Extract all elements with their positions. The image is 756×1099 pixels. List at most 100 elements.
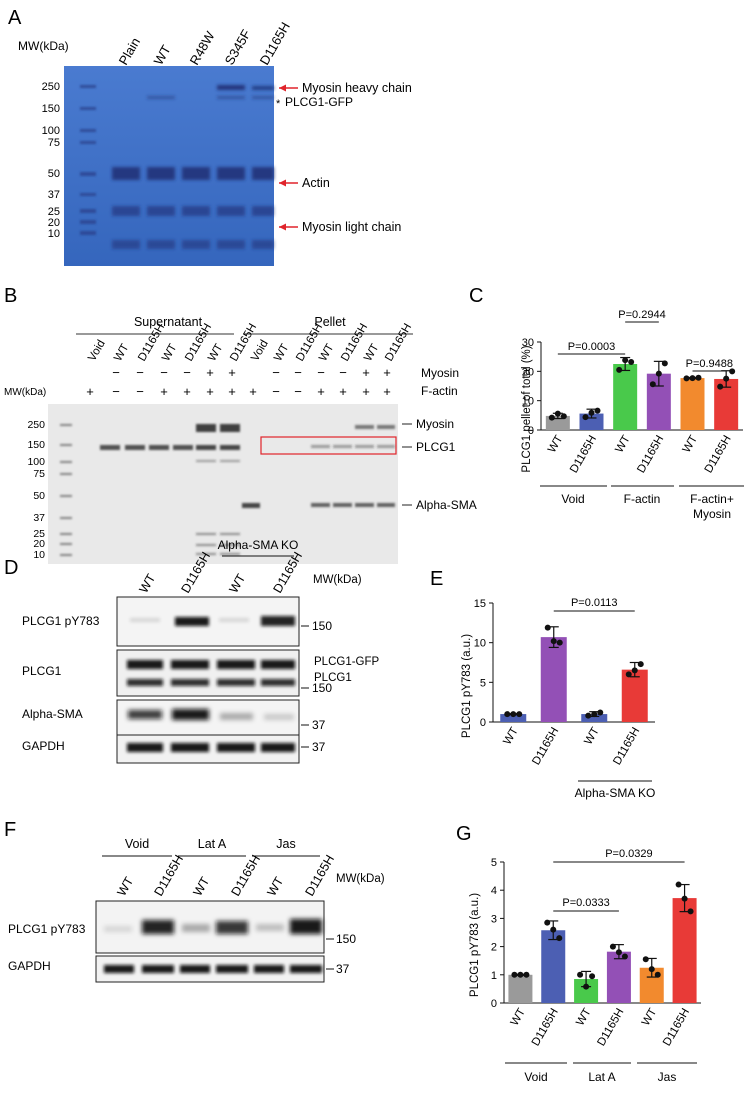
x-tick-label: WT	[583, 726, 602, 747]
lane-label: R48W	[187, 28, 218, 67]
group-label-jas: Jas	[276, 837, 295, 851]
myosin-mark: −	[339, 365, 347, 380]
x-tick-label: D1165H	[530, 1007, 561, 1049]
mw-label: 150	[312, 681, 332, 695]
bar	[581, 714, 608, 722]
y-tick-label: 2	[491, 942, 497, 954]
label-actin: Actin	[302, 176, 330, 190]
data-point	[589, 973, 596, 980]
panel-letter-d: D	[4, 557, 18, 579]
group-label-lat-a: Lat A	[198, 837, 227, 851]
label-alpha-sma: Alpha-SMA	[416, 498, 477, 512]
mw-marker: 25	[48, 206, 60, 218]
pellet-plcg1-highlight-box	[260, 436, 397, 455]
chart-e: 0 5 10 15 WT D1165H WT D1165H P=0.0113	[474, 597, 655, 767]
myosin-mark: −	[294, 365, 302, 380]
x-tick-label: D1165H	[568, 434, 599, 476]
data-point	[729, 368, 736, 375]
group-label-lat-a: Lat A	[588, 1070, 615, 1084]
factin-mark: +	[86, 384, 94, 399]
x-tick-label: WT	[640, 1007, 659, 1028]
label-plcg1: PLCG1	[314, 672, 352, 684]
group-label-void: Void	[524, 1070, 547, 1084]
data-point	[681, 895, 688, 902]
axis-ylabel: PLCG1 pellet of total (%)	[521, 345, 533, 472]
lane-label: D1165H	[383, 322, 414, 364]
mw-marker: 25	[33, 528, 45, 540]
y-tick-label: 0	[480, 717, 486, 729]
data-point	[550, 638, 557, 645]
data-point	[544, 919, 551, 926]
data-point	[683, 375, 690, 382]
lane-label: D1165H	[228, 853, 263, 899]
factin-mark: +	[228, 384, 236, 399]
x-tick-label: WT	[613, 434, 632, 455]
myosin-mark: +	[362, 365, 370, 380]
gel-b-ladder	[60, 424, 72, 556]
data-point	[625, 671, 632, 678]
lane-label: WT	[160, 342, 179, 363]
data-point	[588, 409, 595, 416]
mw-marker: 10	[33, 549, 45, 561]
label-myosin-light-chain: Myosin light chain	[302, 220, 401, 234]
lane-label: S345F	[222, 27, 254, 68]
bar	[500, 714, 527, 722]
y-tick-label: 1	[491, 970, 497, 982]
lane-label: WT	[114, 874, 136, 898]
lane-label: WT	[206, 342, 225, 363]
label-plcg1: PLCG1	[416, 440, 456, 454]
y-tick-label: 5	[480, 677, 486, 689]
mw-label: 37	[336, 962, 350, 976]
data-point	[648, 966, 655, 973]
lane-label: Plain	[116, 35, 143, 68]
p-value: P=0.9488	[686, 358, 733, 370]
data-point	[550, 926, 557, 933]
x-tick-label: D1165H	[530, 726, 561, 768]
data-point	[583, 983, 590, 990]
panel-b-annotations: Myosin PLCG1 Alpha-SMA	[402, 417, 477, 512]
gel-b-bands	[100, 424, 395, 555]
panel-b-mw-header: MW(kDa)	[4, 387, 46, 398]
lane-label: WT	[190, 874, 212, 898]
p-value: P=0.2944	[618, 309, 665, 321]
myosin-mark: +	[228, 365, 236, 380]
row-label: GAPDH	[22, 739, 65, 753]
blot-d-pY783: PLCG1 pY783 150	[22, 596, 332, 647]
data-point	[554, 410, 561, 417]
mw-marker: 20	[48, 217, 60, 229]
bar	[672, 898, 697, 1003]
label-myosin-heavy-chain: Myosin heavy chain	[302, 81, 412, 95]
data-point	[723, 375, 730, 382]
label-plcg1-gfp: PLCG1-GFP	[314, 656, 380, 668]
lane-label: Void	[86, 338, 108, 363]
mw-marker: 75	[33, 468, 45, 480]
y-tick-label: 20	[522, 366, 534, 378]
data-point	[597, 709, 604, 716]
data-point	[517, 971, 524, 978]
row-label: PLCG1 pY783	[8, 922, 86, 936]
row-label: Alpha-SMA	[22, 707, 83, 721]
data-point	[544, 624, 551, 631]
ladder-bands	[80, 85, 96, 235]
data-point	[556, 935, 563, 942]
red-arrow-head	[279, 223, 286, 231]
x-tick-label: WT	[574, 1007, 593, 1028]
p-value: P=0.0333	[562, 897, 609, 909]
mw-marker: 10	[48, 228, 60, 240]
panel-f-group-lines: Void Lat A Jas	[102, 837, 320, 857]
mw-marker: 50	[48, 168, 60, 180]
data-point	[609, 943, 616, 950]
axis-ylabel: PLCG1 pY783 (a.u.)	[469, 893, 481, 997]
group-label-myosin: Myosin	[693, 507, 731, 521]
row-label: PLCG1 pY783	[22, 614, 100, 628]
data-point	[516, 711, 523, 718]
label-plcg1-gfp: PLCG1-GFP	[285, 95, 353, 109]
myosin-mark: −	[183, 365, 191, 380]
y-tick-label: 30	[522, 337, 534, 349]
panel-letter-e: E	[430, 568, 443, 590]
y-tick-label: 5	[491, 857, 497, 869]
group-label-void: Void	[125, 837, 149, 851]
blot-d-gapdh: GAPDH 37	[22, 734, 326, 764]
mw-marker: 150	[42, 103, 60, 115]
